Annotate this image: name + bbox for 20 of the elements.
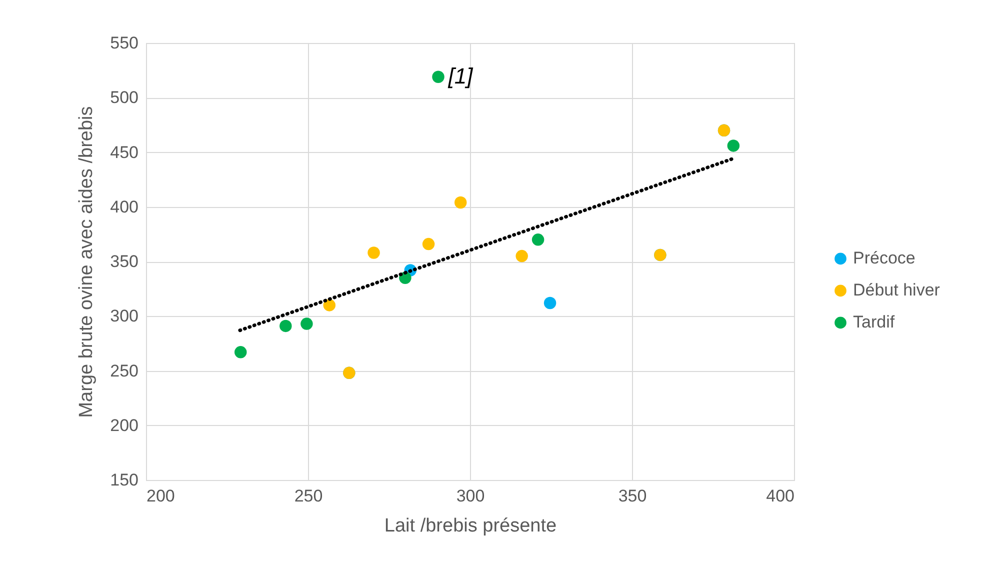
x-tick-label: 400 — [766, 486, 794, 506]
y-tick-label: 200 — [110, 416, 138, 435]
legend-label: Tardif — [853, 312, 895, 332]
y-tick-label: 400 — [110, 197, 138, 216]
y-tick-label: 550 — [110, 34, 138, 52]
y-tick-label: 150 — [110, 470, 138, 490]
x-tick-label: 250 — [294, 486, 323, 506]
y-tick-label: 300 — [110, 306, 138, 326]
y-tick-label: 450 — [110, 142, 138, 162]
x-axis-title: Lait /brebis présente — [384, 516, 557, 536]
y-tick-label: 350 — [110, 252, 138, 271]
y-tick-label: 250 — [110, 361, 138, 380]
legend-label: Début hiver — [853, 280, 940, 300]
x-tick-label: 200 — [146, 486, 175, 506]
y-tick-label: 500 — [110, 88, 138, 108]
annotation: [1] — [447, 63, 474, 88]
x-tick-label: 300 — [456, 486, 485, 506]
legend-label: Précoce — [853, 248, 916, 268]
x-tick-label: 350 — [618, 486, 647, 506]
y-axis-title: Marge brute ovine avec aides /brebis — [76, 106, 98, 418]
